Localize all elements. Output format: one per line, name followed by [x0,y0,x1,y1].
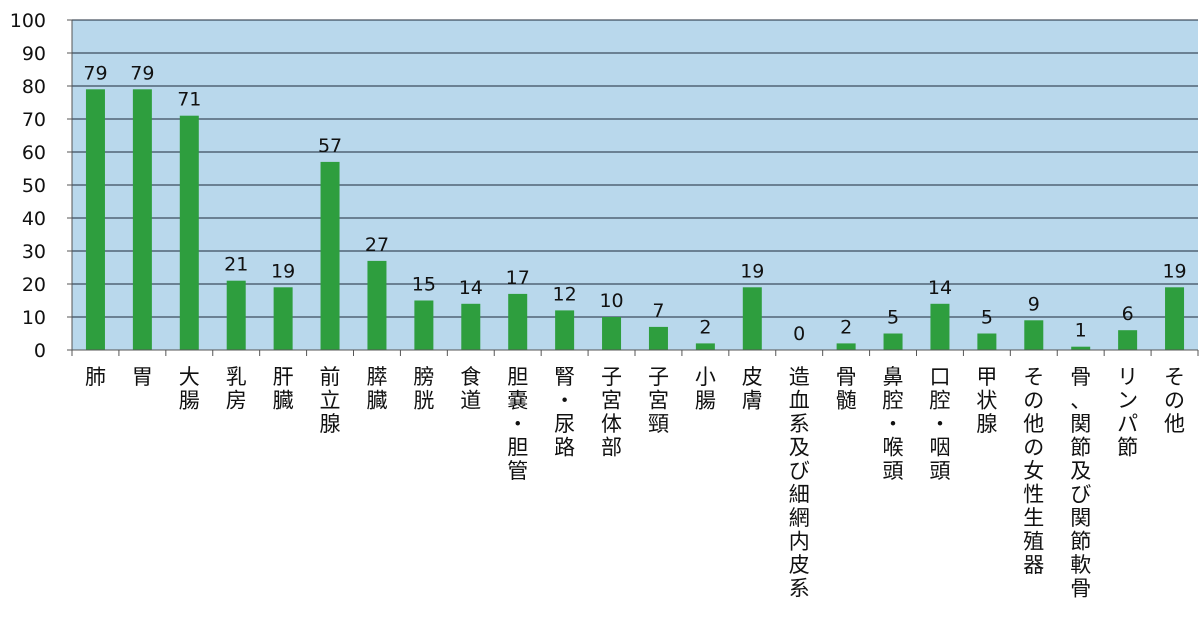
bar [1024,320,1044,350]
data-label: 71 [177,89,201,111]
data-label: 2 [840,316,852,338]
category-label: 前立腺 [320,365,341,436]
category-label: 肝臓 [273,365,294,413]
y-tick-label: 60 [22,142,46,164]
axes [67,19,1199,356]
category-label: 小腸 [695,365,716,413]
data-label: 12 [553,283,577,305]
bar [367,260,387,350]
bar [508,293,528,350]
category-label: 皮膚 [742,365,763,413]
bar [179,115,199,350]
category-label: 膵臓 [366,365,387,413]
category-label: 大腸 [179,365,200,413]
data-label: 19 [740,260,764,282]
bar [836,343,856,350]
data-labels: 79 79 71 21 19 57 27 15 14 17 12 10 7 2 19 0 2 5 14 5 9 1 6 19 [83,62,1186,345]
data-label: 14 [928,277,952,299]
bar [1165,287,1185,350]
bar [1071,346,1091,350]
bar [977,333,997,350]
data-label: 2 [699,316,711,338]
category-label: 腎・尿路 [554,365,575,460]
category-label: 肺 [85,365,106,389]
bars [85,89,1185,351]
data-label: 1 [1075,320,1087,342]
gridlines [72,19,1198,318]
data-label: 9 [1028,293,1040,315]
y-tick-label: 80 [22,76,46,98]
category-label: その他 [1164,365,1185,436]
category-label: 膀胱 [413,365,434,413]
bar [85,89,105,351]
category-label: 子宮体部 [601,365,622,460]
bar [320,161,340,350]
y-tick-label: 10 [22,307,46,329]
data-label: 14 [459,277,483,299]
category-label: 胃 [132,365,153,389]
bar [930,303,950,350]
bar [132,89,152,351]
y-tick-label: 0 [34,340,46,362]
data-label: 10 [599,290,623,312]
category-label: 骨髄 [836,365,857,413]
data-label: 17 [506,267,530,289]
bar [226,280,246,350]
bar [461,303,481,350]
data-label: 27 [365,234,389,256]
category-label: 胆嚢・胆管 [507,365,528,483]
data-label: 79 [130,62,154,84]
category-label: 鼻腔・喉頭 [883,365,904,483]
category-label: 乳房 [226,365,247,413]
category-label: 口腔・咽頭 [929,365,950,483]
bar [555,310,575,350]
category-label: 甲状腺 [976,365,997,436]
data-label: 15 [412,274,436,296]
y-tick-label: 40 [22,208,46,230]
data-label: 5 [887,307,899,329]
bar [695,343,715,350]
data-label: 21 [224,254,248,276]
bar [648,326,668,350]
category-label: 造血系及び細網内皮系 [789,365,810,601]
bar [742,287,762,350]
category-label: 食道 [460,365,481,413]
y-tick-label: 50 [22,175,46,197]
bar [883,333,903,350]
bar [414,300,434,350]
category-label: その他の女性生殖器 [1023,365,1044,577]
y-tick-label: 30 [22,241,46,263]
y-tick-label: 70 [22,109,46,131]
category-label: 骨、関節及び関節軟骨 [1070,365,1091,601]
y-tick-labels: 0 10 20 30 40 50 60 70 80 90 100 [10,10,46,362]
data-label: 5 [981,307,993,329]
bar [1118,330,1138,350]
data-label: 6 [1122,303,1134,325]
data-label: 19 [271,260,295,282]
data-label: 19 [1162,260,1186,282]
y-tick-label: 90 [22,43,46,65]
data-label: 79 [83,62,107,84]
category-label: リンパ節 [1117,365,1138,460]
y-tick-label: 20 [22,274,46,296]
category-label: 子宮頸 [648,365,669,436]
data-label: 0 [793,323,805,345]
bar [602,317,622,350]
data-label: 7 [652,300,664,322]
data-label: 57 [318,135,342,157]
y-tick-label: 100 [10,10,46,32]
bar [273,287,293,350]
